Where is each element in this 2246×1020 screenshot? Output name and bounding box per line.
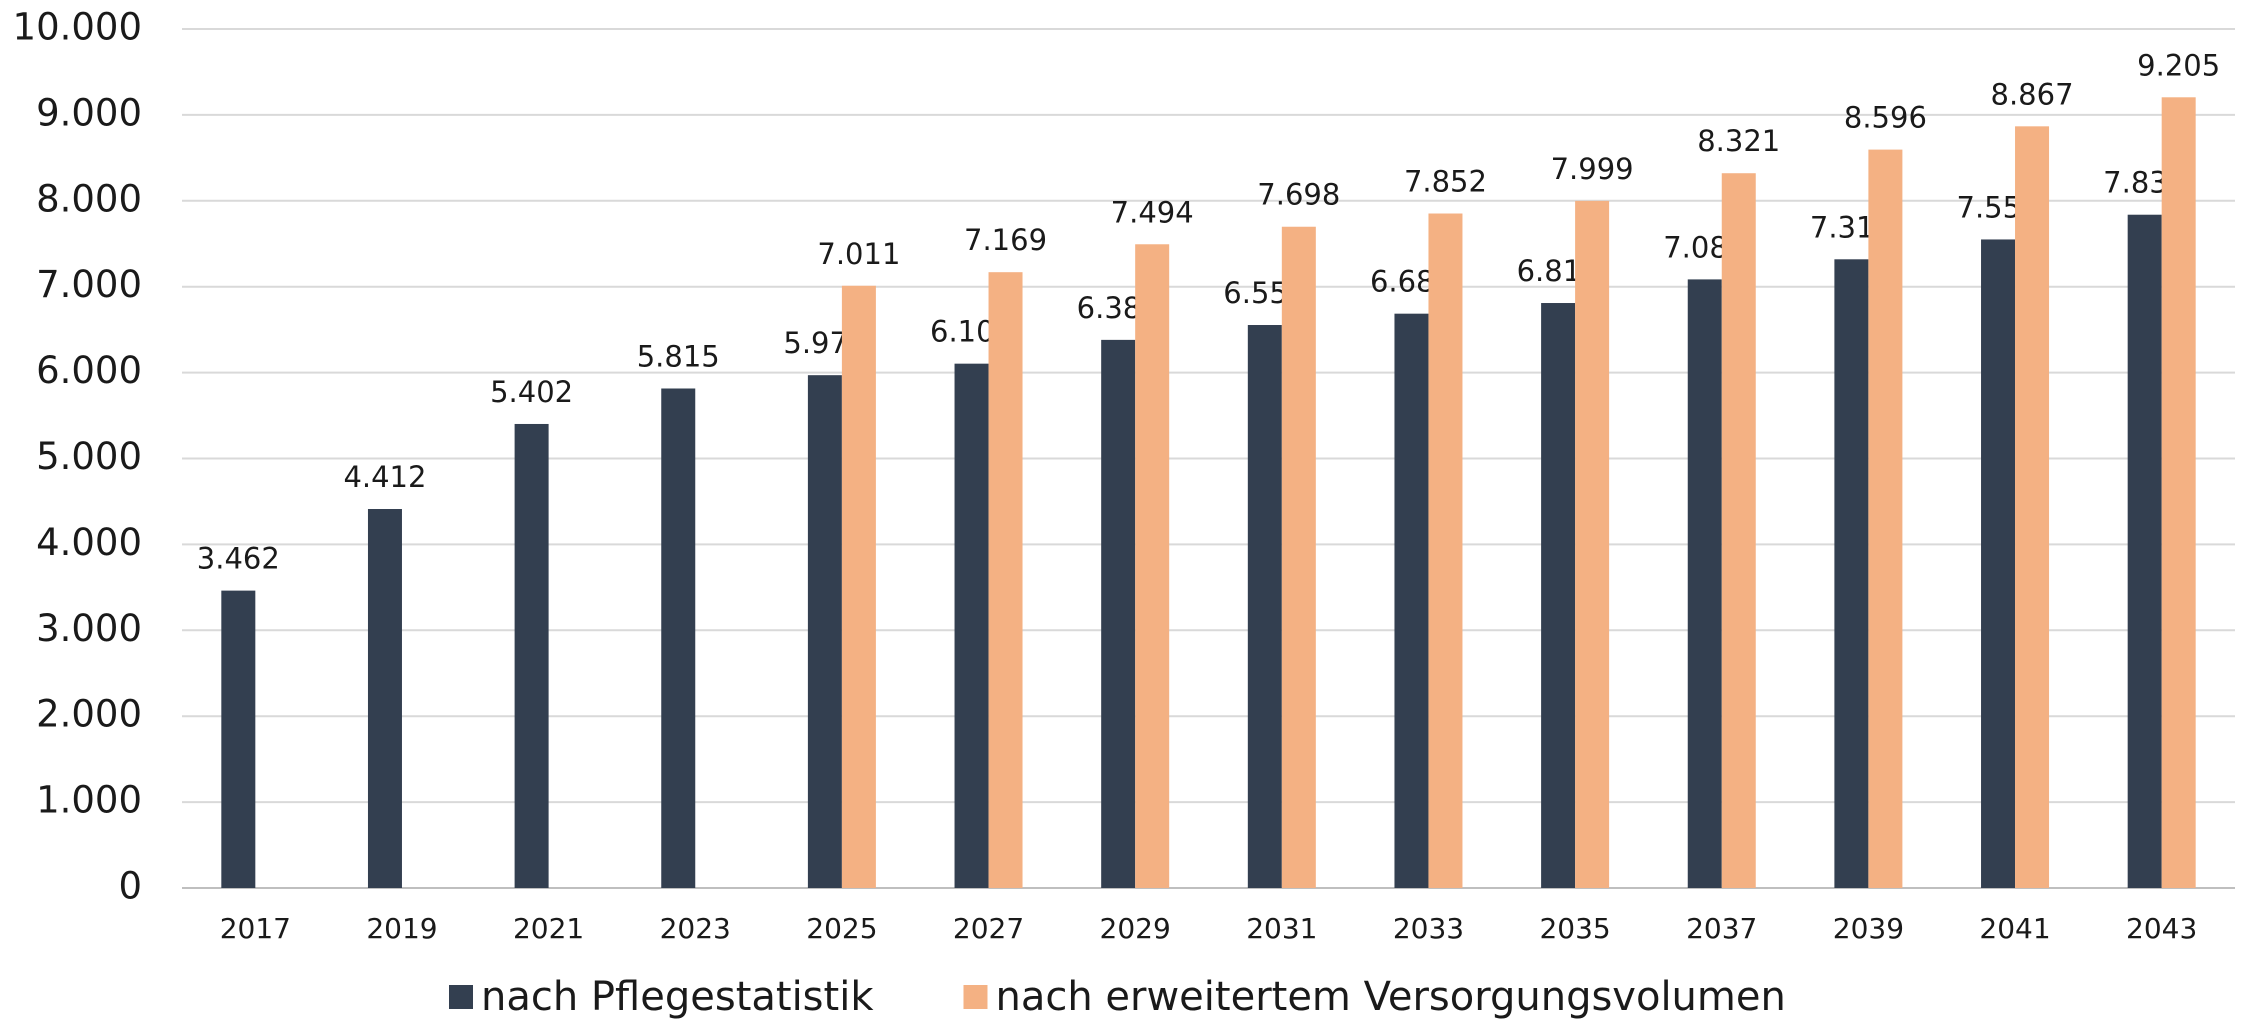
bar — [1135, 244, 1170, 889]
x-tick-label: 2041 — [1979, 912, 2050, 945]
legend-swatch — [449, 985, 473, 1009]
x-tick-label: 2043 — [2126, 912, 2197, 945]
value-label: 4.412 — [343, 460, 426, 494]
bar — [1541, 303, 1576, 888]
value-label: 7.169 — [964, 223, 1047, 257]
bar — [1868, 149, 1903, 888]
y-tick-label: 5.000 — [36, 435, 142, 478]
y-tick-label: 6.000 — [36, 349, 142, 392]
y-tick-label: 3.000 — [36, 607, 142, 650]
x-tick-label: 2039 — [1833, 912, 1904, 945]
y-tick-label: 2.000 — [36, 693, 142, 736]
value-label: 8.596 — [1844, 101, 1927, 135]
legend-label: nach erweitertem Versorgungsvolumen — [995, 974, 1785, 1020]
x-tick-label: 2035 — [1539, 912, 1610, 945]
bar — [514, 423, 549, 888]
value-label: 7.011 — [817, 237, 900, 271]
value-label: 7.852 — [1404, 165, 1487, 199]
y-tick-label: 4.000 — [36, 521, 142, 564]
y-tick-label: 1.000 — [36, 779, 142, 822]
x-tick-label: 2017 — [220, 912, 291, 945]
value-label: 5.402 — [490, 375, 573, 409]
x-tick-label: 2037 — [1686, 912, 1757, 945]
value-label: 8.867 — [1991, 77, 2074, 111]
x-tick-label: 2027 — [953, 912, 1024, 945]
y-tick-label: 8.000 — [36, 177, 142, 220]
bar — [2015, 126, 2050, 888]
x-tick-label: 2023 — [660, 912, 731, 945]
bar — [2161, 97, 2196, 888]
bar — [661, 388, 696, 888]
bar — [1247, 325, 1282, 888]
value-label: 8.321 — [1697, 124, 1780, 158]
legend-label: nach Pflegestatistik — [481, 974, 874, 1020]
x-tick-label: 2025 — [806, 912, 877, 945]
value-label: 7.999 — [1551, 152, 1634, 186]
x-tick-label: 2021 — [513, 912, 584, 945]
bar — [1575, 200, 1610, 889]
bar — [1721, 173, 1756, 889]
bar — [1281, 226, 1316, 888]
bar — [2127, 214, 2162, 888]
bar — [954, 363, 989, 889]
value-label: 7.698 — [1257, 178, 1340, 212]
bar — [1834, 259, 1869, 888]
bar — [841, 285, 876, 888]
bar — [1687, 279, 1722, 888]
value-label: 7.494 — [1111, 195, 1194, 229]
y-tick-label: 0 — [118, 865, 142, 908]
y-tick-label: 10.000 — [13, 6, 142, 49]
bar — [1981, 239, 2016, 888]
bar — [221, 590, 256, 888]
x-tick-label: 2033 — [1393, 912, 1464, 945]
bar — [1428, 213, 1463, 889]
legend-swatch — [963, 985, 988, 1009]
x-tick-label: 2031 — [1246, 912, 1317, 945]
x-tick-label: 2029 — [1100, 912, 1171, 945]
bar — [1101, 339, 1136, 889]
value-label: 3.462 — [197, 542, 280, 576]
bar — [988, 272, 1023, 889]
value-label: 9.205 — [2137, 48, 2220, 82]
bar — [807, 375, 842, 888]
value-label: 5.815 — [637, 339, 720, 373]
bar — [1394, 313, 1429, 888]
y-tick-label: 9.000 — [36, 91, 142, 134]
y-tick-label: 7.000 — [36, 263, 142, 306]
bar — [367, 509, 402, 888]
x-tick-label: 2019 — [366, 912, 437, 945]
